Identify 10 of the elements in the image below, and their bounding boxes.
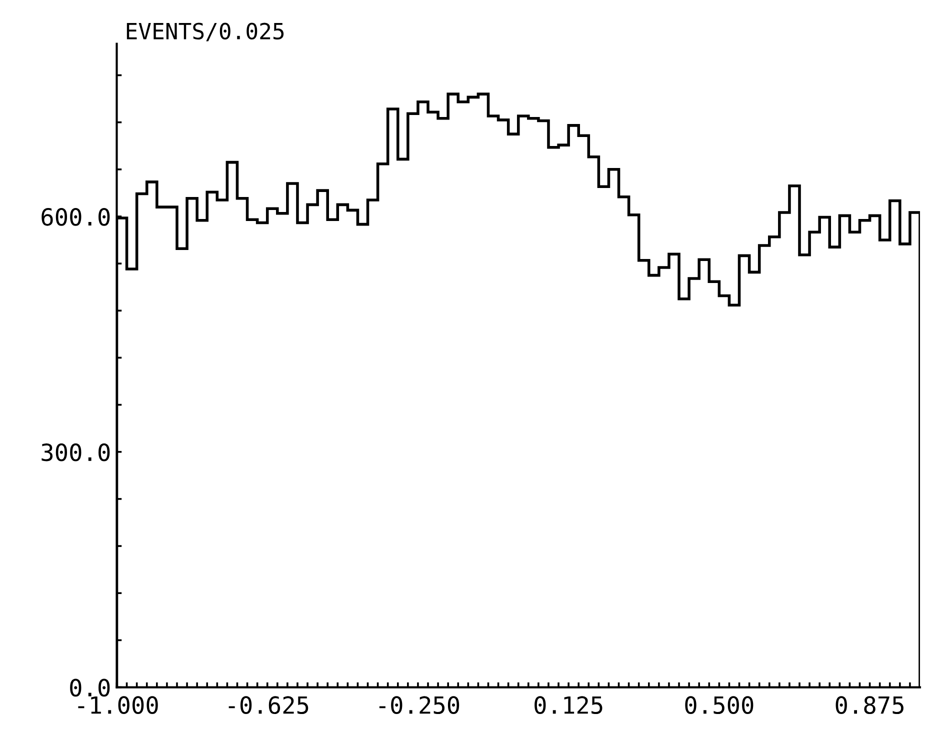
x-tick-label: -0.625 [228, 696, 308, 714]
y-tick-label: 600.0 [42, 208, 110, 226]
x-tick-label: -1.000 [78, 696, 158, 714]
y-tick-label: 300.0 [42, 443, 110, 462]
x-tick-label: 0.500 [685, 696, 754, 714]
y-axis-title: EVENTS/0.025 [126, 22, 284, 42]
x-tick-label: 0.125 [534, 696, 602, 714]
x-tick-label: -0.250 [379, 696, 460, 714]
x-tick-label: 0.875 [836, 696, 904, 714]
y-tick-label: 0.0 [70, 678, 110, 697]
